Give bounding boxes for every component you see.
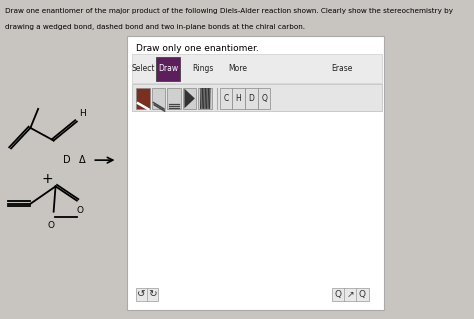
Text: ↺: ↺ <box>137 289 146 299</box>
FancyBboxPatch shape <box>132 54 382 83</box>
Text: ↗: ↗ <box>346 290 354 299</box>
Text: O: O <box>47 221 54 230</box>
Text: C: C <box>223 94 228 103</box>
FancyBboxPatch shape <box>127 36 384 310</box>
Text: More: More <box>228 64 247 73</box>
FancyBboxPatch shape <box>258 88 270 109</box>
FancyBboxPatch shape <box>137 88 150 109</box>
Polygon shape <box>184 89 195 108</box>
Text: Select: Select <box>131 64 155 73</box>
Text: Erase: Erase <box>331 64 353 73</box>
Text: Draw one enantiomer of the major product of the following Diels-Alder reaction s: Draw one enantiomer of the major product… <box>5 8 453 14</box>
FancyBboxPatch shape <box>232 88 245 109</box>
Text: Δ: Δ <box>79 155 86 165</box>
FancyBboxPatch shape <box>356 287 369 301</box>
Text: Rings: Rings <box>192 64 214 73</box>
Text: O: O <box>76 206 83 215</box>
FancyBboxPatch shape <box>136 287 147 301</box>
FancyBboxPatch shape <box>167 88 181 109</box>
Text: Q: Q <box>261 94 267 103</box>
Text: Draw only one enantiomer.: Draw only one enantiomer. <box>136 44 259 53</box>
Text: Draw: Draw <box>158 64 178 73</box>
Text: D: D <box>63 155 70 165</box>
FancyBboxPatch shape <box>198 88 212 109</box>
FancyBboxPatch shape <box>332 287 345 301</box>
FancyBboxPatch shape <box>152 88 165 109</box>
Text: Q: Q <box>335 290 342 299</box>
Text: D: D <box>248 94 254 103</box>
FancyBboxPatch shape <box>147 287 158 301</box>
Text: H: H <box>236 94 241 103</box>
Text: ↻: ↻ <box>148 289 157 299</box>
Text: +: + <box>41 172 53 186</box>
Text: H: H <box>79 109 85 118</box>
FancyBboxPatch shape <box>344 287 356 301</box>
Text: drawing a wedged bond, dashed bond and two in-plane bonds at the chiral carbon.: drawing a wedged bond, dashed bond and t… <box>5 24 305 30</box>
FancyBboxPatch shape <box>156 57 180 81</box>
FancyBboxPatch shape <box>132 84 382 111</box>
FancyBboxPatch shape <box>245 88 257 109</box>
Text: Q: Q <box>359 290 366 299</box>
FancyBboxPatch shape <box>183 88 196 109</box>
FancyBboxPatch shape <box>219 88 232 109</box>
